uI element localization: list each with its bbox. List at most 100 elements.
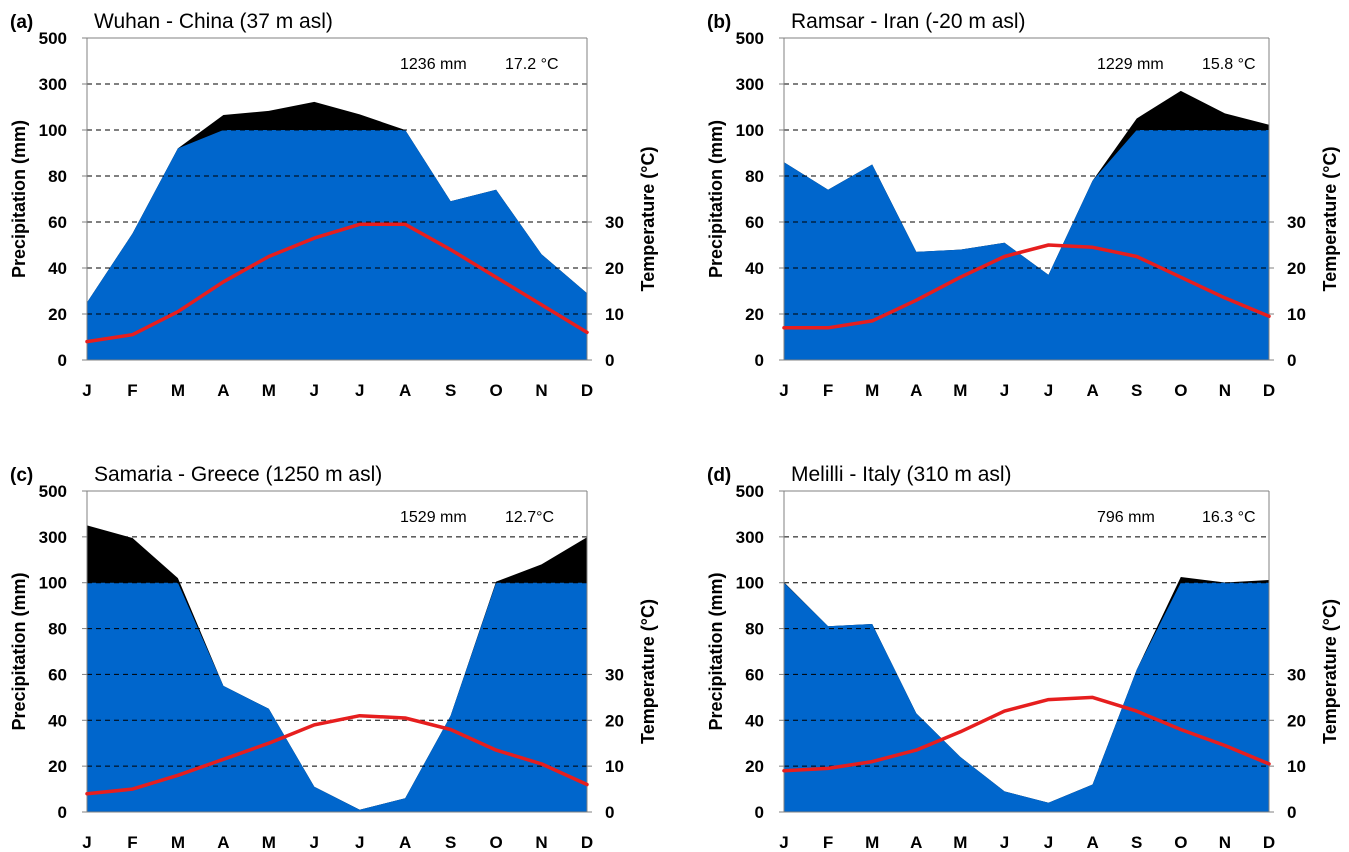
y-tick-label-2-1: 20 [48,757,67,776]
y-tick-label-1-2: 40 [745,259,764,278]
mean-temperature-1: 15.8 °C [1202,56,1256,73]
x-tick-label-3-9: O [1174,833,1187,852]
x-tick-label-0-6: J [355,381,364,400]
y2-tick-label-0-2: 20 [605,259,624,278]
x-tick-label-0-11: D [581,381,593,400]
y-tick-label-3-6: 300 [736,528,764,547]
precipitation-area-2 [87,582,587,812]
y-tick-label-2-7: 500 [39,482,67,501]
y2-tick-label-1-0: 0 [1287,351,1296,370]
x-tick-label-3-5: J [1000,833,1009,852]
annual-precipitation-0: 1236 mm [400,56,467,73]
annual-precipitation-2: 1529 mm [400,509,467,526]
annual-precipitation-1: 1229 mm [1097,56,1164,73]
y-tick-label-0-5: 100 [39,121,67,140]
x-tick-label-2-8: S [445,833,456,852]
y2-axis-title-3: Temperature (°C) [1320,599,1340,744]
y2-tick-label-2-1: 10 [605,757,624,776]
panel-letter-2: (c) [10,465,33,486]
mean-temperature-3: 16.3 °C [1202,509,1256,526]
x-tick-label-0-5: J [310,381,319,400]
y2-axis-title-0: Temperature (°C) [638,147,658,292]
x-tick-label-2-2: M [171,833,185,852]
x-tick-label-3-2: M [865,833,879,852]
x-tick-label-3-6: J [1044,833,1053,852]
panel-title-1: Ramsar - Iran (-20 m asl) [791,10,1026,33]
y2-tick-label-2-0: 0 [605,803,614,822]
x-tick-label-0-9: O [489,381,502,400]
y2-tick-label-0-1: 10 [605,305,624,324]
y-tick-label-1-7: 500 [736,29,764,48]
x-tick-label-3-8: S [1131,833,1142,852]
mean-temperature-0: 17.2 °C [505,56,559,73]
precipitation-area-1 [784,130,1269,360]
y2-tick-label-3-3: 30 [1287,665,1306,684]
x-tick-label-2-1: F [127,833,137,852]
x-tick-label-2-10: N [535,833,547,852]
x-tick-label-1-7: A [1086,381,1098,400]
x-tick-label-1-1: F [823,381,833,400]
y2-tick-label-1-2: 20 [1287,259,1306,278]
y-tick-label-2-4: 80 [48,620,67,639]
y-tick-label-3-7: 500 [736,482,764,501]
x-tick-label-1-9: O [1174,381,1187,400]
mean-temperature-2: 12.7°C [505,509,554,526]
panel-letter-3: (d) [707,465,731,486]
y-tick-label-2-0: 0 [58,803,67,822]
panel-title-2: Samaria - Greece (1250 m asl) [94,463,382,486]
y2-tick-label-3-2: 20 [1287,711,1306,730]
precipitation-area-0 [87,130,587,360]
y2-tick-label-3-1: 10 [1287,757,1306,776]
y-tick-label-1-3: 60 [745,213,764,232]
y-tick-label-3-4: 80 [745,620,764,639]
x-tick-label-1-10: N [1219,381,1231,400]
x-tick-label-0-0: J [82,381,91,400]
annual-precipitation-3: 796 mm [1097,509,1155,526]
y-tick-label-0-6: 300 [39,75,67,94]
y-tick-label-0-3: 60 [48,213,67,232]
x-tick-label-0-7: A [399,381,411,400]
x-tick-label-2-0: J [82,833,91,852]
y-axis-title-2: Precipitation (mm) [9,572,29,730]
y-tick-label-3-3: 60 [745,665,764,684]
y2-tick-label-2-2: 20 [605,711,624,730]
x-tick-label-0-8: S [445,381,456,400]
y-tick-label-2-3: 60 [48,665,67,684]
precipitation-area-3 [784,582,1269,812]
y2-axis-title-1: Temperature (°C) [1320,147,1340,292]
x-tick-label-3-4: M [953,833,967,852]
y-tick-label-3-0: 0 [755,803,764,822]
x-tick-label-2-11: D [581,833,593,852]
y-tick-label-3-2: 40 [745,711,764,730]
x-tick-label-0-2: M [171,381,185,400]
y-tick-label-1-4: 80 [745,167,764,186]
y2-axis-title-2: Temperature (°C) [638,599,658,744]
y-axis-title-1: Precipitation (mm) [706,120,726,278]
y2-tick-label-0-0: 0 [605,351,614,370]
y-tick-label-0-2: 40 [48,259,67,278]
y2-tick-label-2-3: 30 [605,665,624,684]
y-tick-label-1-6: 300 [736,75,764,94]
y-axis-title-3: Precipitation (mm) [706,572,726,730]
y-axis-title-0: Precipitation (mm) [9,120,29,278]
x-tick-label-2-4: M [262,833,276,852]
panel-title-0: Wuhan - China (37 m asl) [94,10,333,33]
y-tick-label-1-5: 100 [736,121,764,140]
panel-title-3: Melilli - Italy (310 m asl) [791,463,1012,486]
x-tick-label-1-0: J [779,381,788,400]
x-tick-label-3-7: A [1086,833,1098,852]
x-tick-label-1-8: S [1131,381,1142,400]
x-tick-label-1-6: J [1044,381,1053,400]
y-tick-label-0-7: 500 [39,29,67,48]
x-tick-label-2-6: J [355,833,364,852]
x-tick-label-1-2: M [865,381,879,400]
x-tick-label-1-11: D [1263,381,1275,400]
x-tick-label-0-4: M [262,381,276,400]
x-tick-label-2-3: A [217,833,229,852]
x-tick-label-1-3: A [910,381,922,400]
y2-tick-label-1-1: 10 [1287,305,1306,324]
x-tick-label-2-9: O [489,833,502,852]
y2-tick-label-3-0: 0 [1287,803,1296,822]
y-tick-label-0-1: 20 [48,305,67,324]
y-tick-label-2-5: 100 [39,574,67,593]
